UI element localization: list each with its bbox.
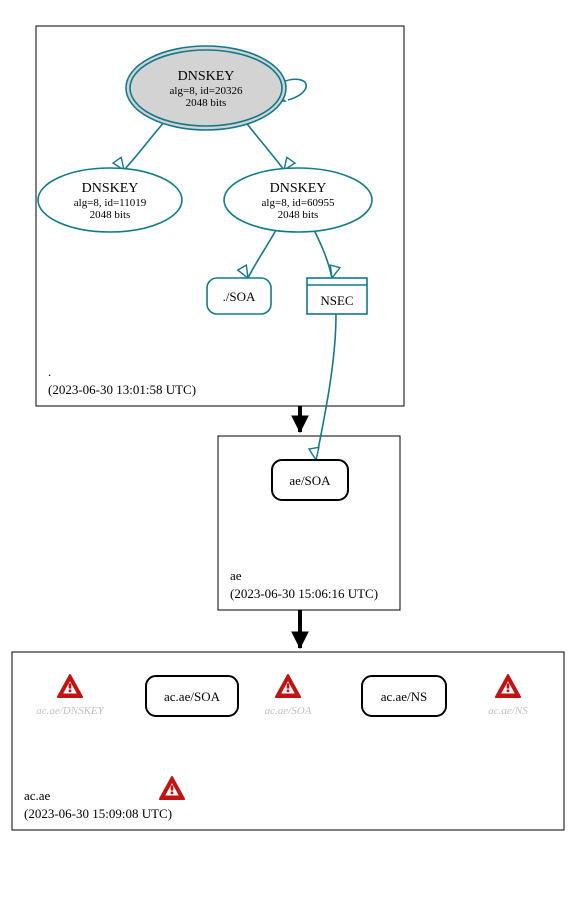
zone-name-ae: ae: [230, 568, 242, 583]
zone-name-root: .: [48, 364, 51, 379]
node-title-acae_soa: ac.ae/SOA: [164, 689, 221, 704]
node-sub1-zsk2: alg=8, id=60955: [262, 197, 335, 209]
warning-icon: [496, 675, 520, 697]
edge: [316, 314, 336, 460]
edge: [124, 120, 166, 170]
node-sub2-zsk1: 2048 bits: [90, 209, 131, 221]
warning-icon: [160, 777, 184, 799]
warning-icon: [58, 675, 82, 697]
node-sub2-zsk2: 2048 bits: [278, 209, 319, 221]
warning-label: ac.ae/NS: [488, 705, 528, 717]
edge: [244, 120, 284, 170]
node-title-zsk2: DNSKEY: [270, 181, 327, 196]
node-sub1-zsk1: alg=8, id=11019: [74, 197, 147, 209]
node-title-ae_soa: ae/SOA: [289, 473, 331, 488]
node-sub2-ksk: 2048 bits: [186, 97, 227, 109]
warning-icon: [276, 675, 300, 697]
edge: [314, 230, 332, 278]
zone-ts-ae: (2023-06-30 15:06:16 UTC): [230, 586, 378, 601]
node-title-zsk1: DNSKEY: [82, 181, 139, 196]
node-sub1-ksk: alg=8, id=20326: [170, 85, 243, 97]
zone-ts-root: (2023-06-30 13:01:58 UTC): [48, 382, 196, 397]
dnssec-diagram: . (2023-06-30 13:01:58 UTC) ae (2023-06-30 …: [0, 0, 579, 914]
node-title-ksk: DNSKEY: [178, 69, 235, 84]
zone-ts-acae: (2023-06-30 15:09:08 UTC): [24, 806, 172, 821]
warning-label: ac.ae/SOA: [265, 705, 312, 717]
edge: [248, 230, 276, 278]
zone-name-acae: ac.ae: [24, 788, 51, 803]
node-title-nsec: NSEC: [320, 293, 353, 308]
node-title-acae_ns: ac.ae/NS: [381, 689, 428, 704]
warning-label: ac.ae/DNSKEY: [36, 705, 105, 717]
node-title-root_soa: ./SOA: [223, 289, 256, 304]
